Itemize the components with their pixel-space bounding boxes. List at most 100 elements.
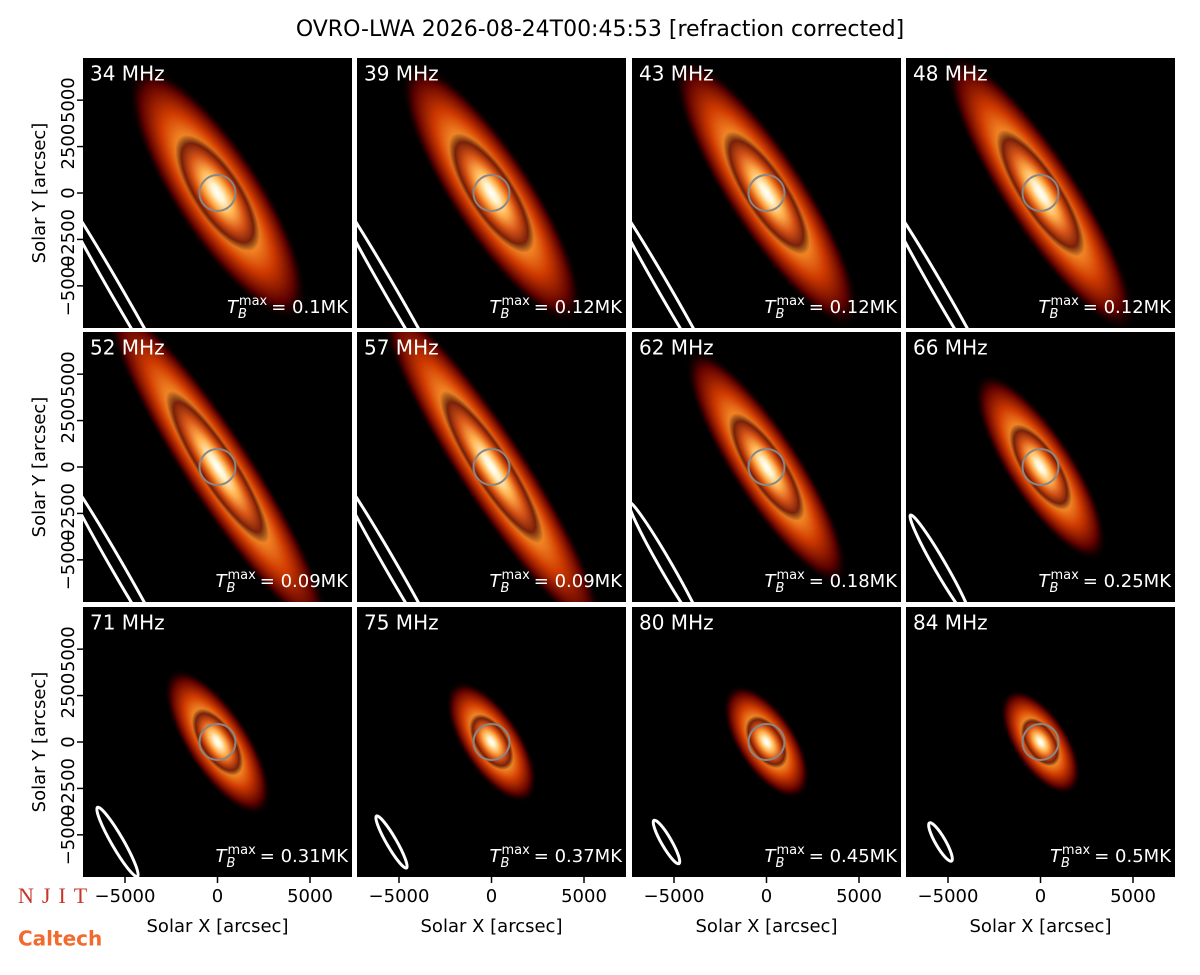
tb-sup: max [776, 294, 805, 309]
tb-sup: max [1062, 843, 1091, 858]
tb-value: = 0.25MK [1083, 571, 1172, 592]
solar-disk [1021, 174, 1060, 212]
x-tick-label: −5000 [95, 886, 156, 907]
panel-title: 43 MHz [639, 62, 714, 86]
tb-annotation: TBmax = 0.12MK [1039, 294, 1173, 322]
tb-symbol: T [216, 846, 229, 867]
panel [357, 58, 626, 328]
tb-symbol: T [1039, 297, 1052, 318]
x-axis-label: Solar X [arcsec] [421, 916, 563, 937]
x-tick-label: 0 [486, 886, 497, 907]
tb-symbol: T [216, 571, 229, 592]
panel-title: 48 MHz [913, 62, 988, 86]
tb-sub: B [501, 581, 510, 596]
beam [83, 465, 177, 602]
x-tick-label: −5000 [369, 886, 430, 907]
tb-annotation: TBmax = 0.45MK [765, 843, 899, 871]
panel-title: 34 MHz [90, 62, 165, 86]
panel-title: 84 MHz [913, 611, 988, 635]
panel-title: 80 MHz [639, 611, 714, 635]
tb-sub: B [238, 307, 247, 322]
tb-annotation: TBmax = 0.12MK [765, 294, 899, 322]
emission-core [1009, 424, 1072, 510]
y-axis-label: Solar Y [arcsec] [29, 397, 50, 538]
tb-sub: B [776, 307, 785, 322]
tb-sup: max [227, 568, 256, 583]
tb-value: = 0.37MK [534, 846, 623, 867]
beam [906, 191, 1000, 328]
tb-symbol: T [490, 571, 503, 592]
solar-disk [198, 723, 237, 761]
tb-value: = 0.09MK [260, 571, 349, 592]
x-tick-label: 5000 [1110, 886, 1156, 907]
tb-symbol: T [1050, 846, 1063, 867]
y-tick-label: 2500 [58, 398, 79, 444]
panel [83, 332, 352, 602]
caltech-logo: Caltech [18, 927, 102, 951]
panel [906, 332, 1175, 602]
panel [632, 58, 901, 328]
solar-disk [1021, 723, 1060, 761]
beam [927, 821, 954, 863]
emission-core [175, 134, 260, 252]
beam [83, 178, 185, 328]
emission-core [165, 390, 270, 544]
panel [632, 332, 901, 602]
panel [83, 607, 352, 877]
tb-annotation: TBmax = 0.09MK [216, 568, 350, 596]
tb-sup: max [501, 294, 530, 309]
y-tick-label: 0 [58, 187, 79, 198]
tb-sub: B [227, 856, 236, 871]
tb-symbol: T [765, 846, 778, 867]
y-axis-label: Solar Y [arcsec] [29, 123, 50, 264]
panel [357, 607, 626, 877]
y-tick-label: 0 [58, 461, 79, 472]
y-axis-label: Solar Y [arcsec] [29, 672, 50, 813]
y-tick-label: 2500 [58, 673, 79, 719]
panel-title: 75 MHz [364, 611, 439, 635]
panel-title: 57 MHz [364, 336, 439, 360]
emission-core [1020, 717, 1061, 767]
tb-annotation: TBmax = 0.1MK [227, 294, 349, 322]
y-tick-label: 2500 [58, 124, 79, 170]
tb-value: = 0.45MK [809, 846, 898, 867]
solar-disk [747, 448, 786, 486]
panel-title: 71 MHz [90, 611, 165, 635]
tb-annotation: TBmax = 0.18MK [765, 568, 899, 596]
tb-sub: B [776, 856, 785, 871]
panel [632, 607, 901, 877]
panel [906, 607, 1175, 877]
panel [357, 332, 626, 602]
solar-disk [198, 174, 237, 212]
tb-value: = 0.12MK [534, 297, 623, 318]
solar-disk [747, 174, 786, 212]
tb-sup: max [776, 568, 805, 583]
tb-sub: B [227, 581, 236, 596]
y-tick-label: 0 [58, 736, 79, 747]
tb-symbol: T [490, 846, 503, 867]
tb-sup: max [227, 843, 256, 858]
tb-sub: B [1050, 307, 1059, 322]
tb-sup: max [501, 843, 530, 858]
solar-disk [472, 448, 511, 486]
tb-annotation: TBmax = 0.12MK [490, 294, 624, 322]
panel-title: 66 MHz [913, 336, 988, 360]
x-axis-label: Solar X [arcsec] [147, 916, 289, 937]
tb-value: = 0.1MK [271, 297, 349, 318]
tb-value: = 0.12MK [1083, 297, 1172, 318]
y-tick-label: 5000 [58, 351, 79, 397]
x-tick-label: 5000 [836, 886, 882, 907]
tb-annotation: TBmax = 0.09MK [490, 568, 624, 596]
tb-symbol: T [765, 297, 778, 318]
x-tick-label: 0 [212, 886, 223, 907]
y-tick-label: −5000 [58, 804, 79, 865]
tb-sup: max [501, 568, 530, 583]
tb-annotation: TBmax = 0.5MK [1050, 843, 1172, 871]
x-axis-label: Solar X [arcsec] [970, 916, 1112, 937]
tb-value: = 0.12MK [809, 297, 898, 318]
panel-title: 52 MHz [90, 336, 165, 360]
y-tick-label: −2500 [58, 758, 79, 819]
solar-disk [472, 174, 511, 212]
